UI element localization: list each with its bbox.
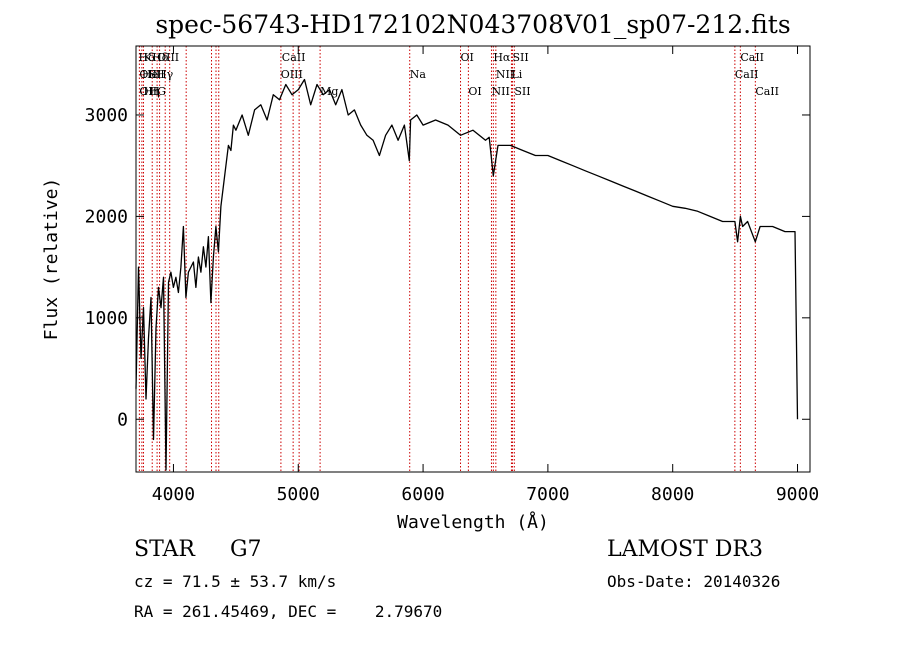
x-tick-label: 5000 xyxy=(277,484,320,505)
line-label: OIII xyxy=(281,68,303,81)
y-tick-label: 1000 xyxy=(85,308,128,329)
plot-frame xyxy=(135,45,811,473)
line-label: CaII xyxy=(282,51,306,64)
line-label: OII xyxy=(139,68,157,81)
line-label: Hα xyxy=(493,51,511,64)
object-type: STAR G7 xyxy=(134,537,262,562)
y-axis-label: Flux (relative) xyxy=(41,178,62,341)
line-label: He xyxy=(142,68,158,81)
line-label: G xyxy=(157,85,166,98)
line-label: SII xyxy=(514,85,530,98)
chart-title: spec-56743-HD172102N043708V01_sp07-212.f… xyxy=(155,10,790,39)
redshift-line: cz = 71.5 ± 53.7 km/s xyxy=(134,572,337,591)
x-tick-label: 7000 xyxy=(526,484,569,505)
line-label: OIII xyxy=(157,51,179,64)
line-label: Hδ xyxy=(152,51,169,64)
x-tick-label: 6000 xyxy=(401,484,444,505)
line-label: SII xyxy=(512,51,528,64)
line-label: OII xyxy=(139,85,157,98)
x-tick-label: 9000 xyxy=(776,484,819,505)
y-tick-label: 3000 xyxy=(85,105,128,126)
survey-name: LAMOST DR3 xyxy=(607,537,763,562)
line-label: OI xyxy=(461,51,474,64)
line-label: Mg xyxy=(320,85,338,98)
line-label: Hγ xyxy=(157,68,174,81)
spectral-line-labels: HδK HδOIIIOIIHeSIIHγOIIHηHGCaIIOIIIMgNaOI… xyxy=(138,51,779,98)
x-tick-label: 8000 xyxy=(651,484,694,505)
spectral-line-markers xyxy=(138,46,756,472)
line-label: CaII xyxy=(755,85,779,98)
line-label: H xyxy=(150,85,160,98)
x-axis: 4000 5000 6000 7000 8000 9000 xyxy=(152,46,819,505)
x-axis-label: Wavelength (Å) xyxy=(397,511,549,533)
line-label: SII xyxy=(148,68,164,81)
coordinates-line: RA = 261.45469, DEC = 2.79670 xyxy=(134,602,443,621)
line-label: K xyxy=(143,51,152,64)
line-label: OI xyxy=(468,85,481,98)
y-tick-label: 2000 xyxy=(85,206,128,227)
line-label: Na xyxy=(410,68,427,81)
line-label: NII xyxy=(491,85,509,98)
line-label: CaII xyxy=(735,68,759,81)
y-tick-label: 0 xyxy=(117,409,128,430)
x-tick-label: 4000 xyxy=(152,484,195,505)
line-label: Hδ xyxy=(138,51,155,64)
obs-date-line: Obs-Date: 20140326 xyxy=(607,572,781,591)
y-axis: 0 1000 2000 3000 xyxy=(85,105,810,430)
spectrum-series-line xyxy=(135,78,799,471)
line-label: NII xyxy=(496,68,514,81)
line-label: Li xyxy=(511,68,522,81)
line-label: CaII xyxy=(740,51,764,64)
line-label: Hη xyxy=(143,85,159,98)
